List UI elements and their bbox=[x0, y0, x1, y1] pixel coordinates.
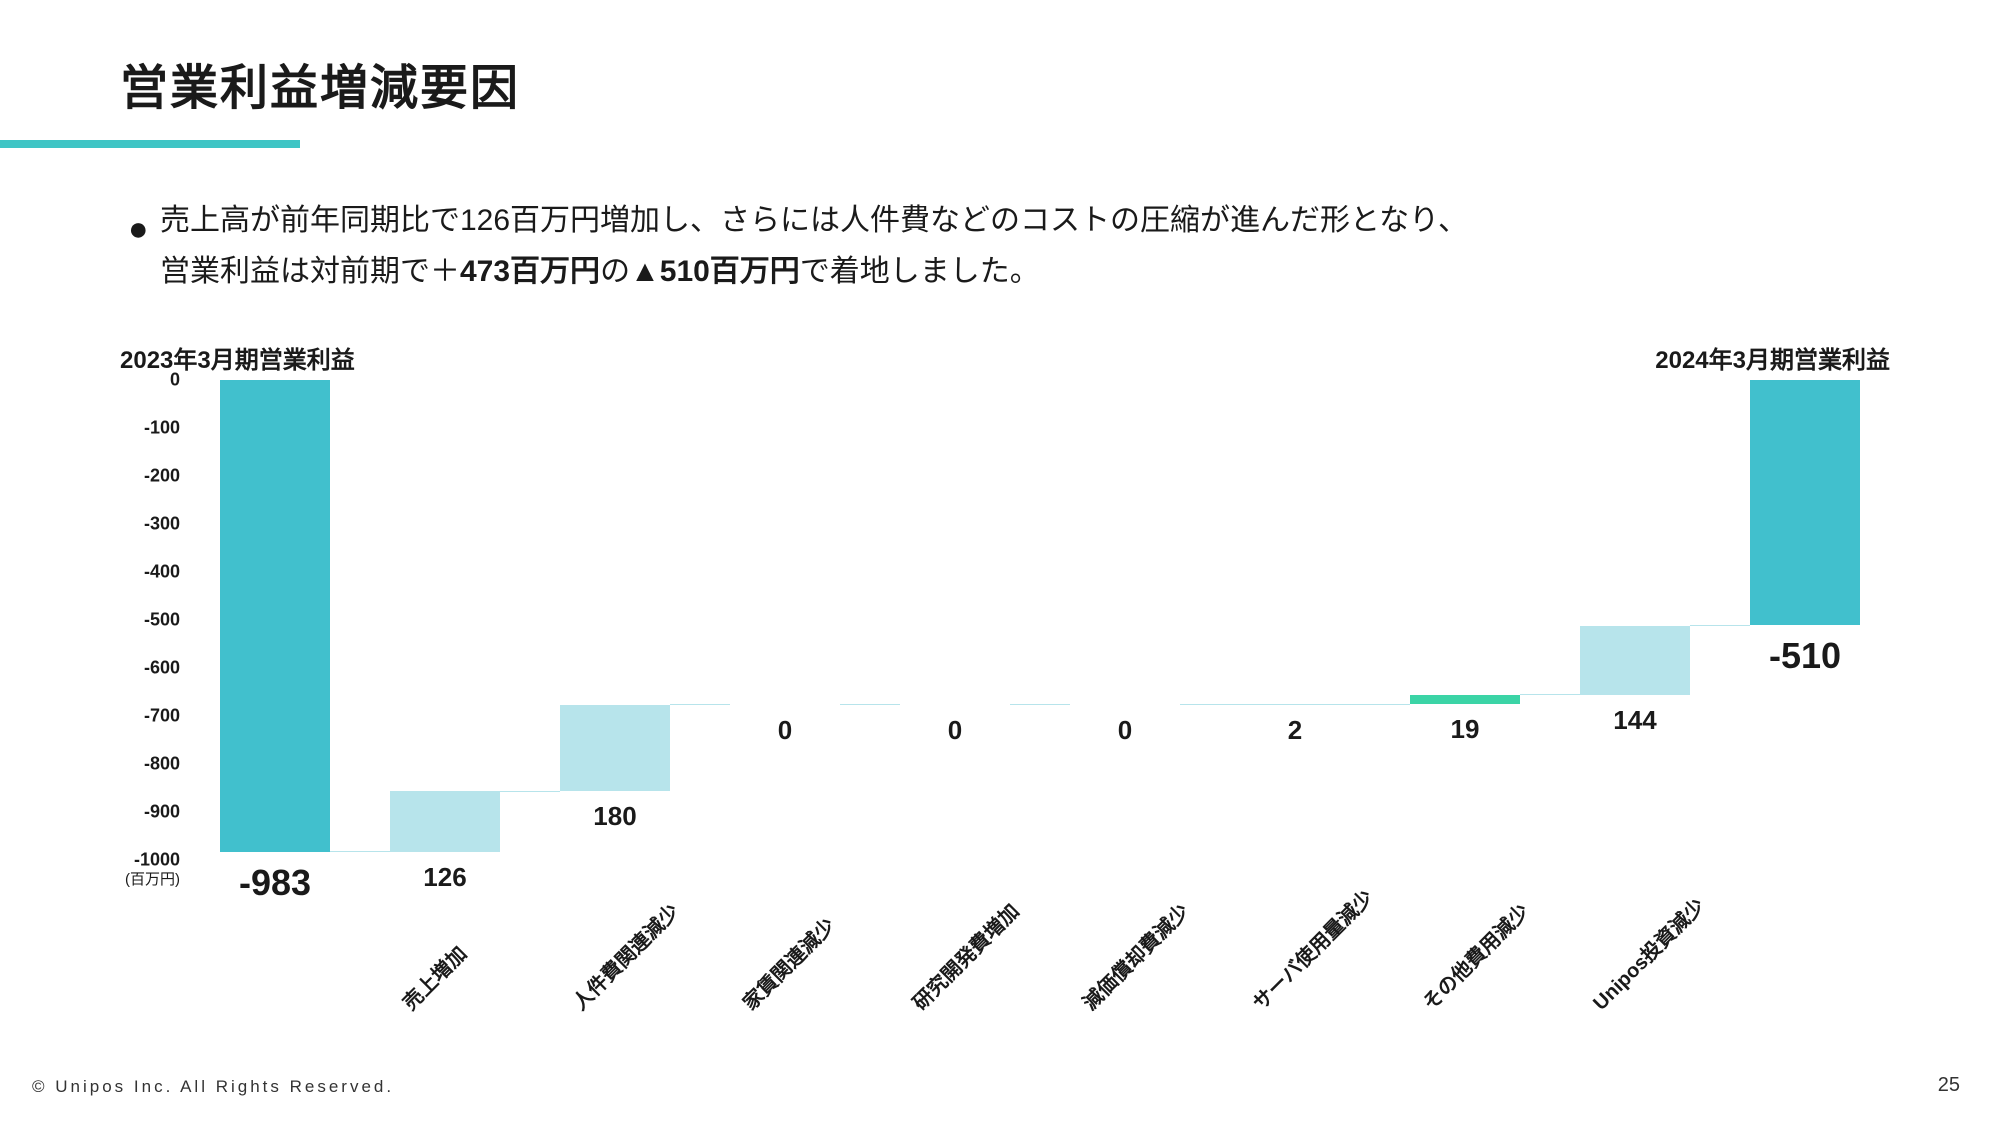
y-tick: -700 bbox=[100, 706, 180, 727]
y-tick: -500 bbox=[100, 610, 180, 631]
bar-value: 126 bbox=[423, 862, 466, 893]
bar-value: -983 bbox=[239, 862, 311, 904]
body-text: ● 売上高が前年同期比で126百万円増加し、さらには人件費などのコストの圧縮が進… bbox=[160, 195, 1880, 297]
waterfall-bar bbox=[390, 791, 501, 851]
end-period-label: 2024年3月期営業利益 bbox=[1655, 340, 1890, 375]
connector-line bbox=[1690, 625, 1750, 626]
waterfall-bar bbox=[1240, 704, 1351, 705]
y-tick: -200 bbox=[100, 466, 180, 487]
y-tick: -100 bbox=[100, 418, 180, 439]
slide-title: 営業利益増減要因 bbox=[120, 48, 520, 118]
category-label: 減価償却費減少 bbox=[1075, 896, 1195, 1016]
bar-value: 0 bbox=[1118, 715, 1132, 746]
category-label: 売上増加 bbox=[395, 938, 472, 1015]
y-tick: -400 bbox=[100, 562, 180, 583]
bar-value: 180 bbox=[593, 801, 636, 832]
y-tick: -800 bbox=[100, 754, 180, 775]
waterfall-chart: 2023年3月期営業利益 2024年3月期営業利益 0-100-200-300-… bbox=[100, 330, 1910, 1030]
bar-value: 2 bbox=[1288, 715, 1302, 746]
waterfall-bar bbox=[1750, 380, 1861, 625]
copyright: © Unipos Inc. All Rights Reserved. bbox=[32, 1077, 394, 1097]
category-label: Unipos投資減少 bbox=[1585, 891, 1710, 1016]
slide: 営業利益増減要因 ● 売上高が前年同期比で126百万円増加し、さらには人件費など… bbox=[0, 0, 2000, 1125]
body-line2-post: で着地しました。 bbox=[800, 255, 1040, 288]
bar-value: 0 bbox=[778, 715, 792, 746]
connector-line bbox=[1350, 704, 1410, 705]
category-label: 家賃関連減少 bbox=[735, 910, 840, 1015]
bar-value: 0 bbox=[948, 715, 962, 746]
connector-line bbox=[330, 851, 390, 852]
waterfall-bar bbox=[1410, 695, 1521, 704]
connector-line bbox=[840, 704, 900, 705]
connector-line bbox=[1520, 694, 1580, 695]
body-line1: 売上高が前年同期比で126百万円増加し、さらには人件費などのコストの圧縮が進んだ… bbox=[160, 204, 1468, 237]
waterfall-bar bbox=[560, 705, 671, 791]
waterfall-bar bbox=[220, 380, 331, 852]
y-unit: (百万円) bbox=[100, 868, 180, 889]
bar-value: 144 bbox=[1613, 705, 1656, 736]
body-mid: の bbox=[600, 255, 630, 288]
category-label: 研究開発費増加 bbox=[905, 896, 1025, 1016]
connector-line bbox=[1010, 704, 1070, 705]
bar-value: 19 bbox=[1451, 714, 1480, 745]
y-tick: -300 bbox=[100, 514, 180, 535]
connector-line bbox=[500, 791, 560, 792]
waterfall-bar bbox=[1580, 626, 1691, 695]
y-tick: -900 bbox=[100, 802, 180, 823]
connector-line bbox=[670, 704, 730, 705]
y-tick: 0 bbox=[100, 370, 180, 391]
connector-line bbox=[1180, 704, 1240, 705]
body-line2-pre: 営業利益は対前期で＋ bbox=[160, 255, 460, 288]
title-accent bbox=[0, 140, 300, 148]
page-number: 25 bbox=[1938, 1074, 1960, 1097]
y-tick: -600 bbox=[100, 658, 180, 679]
body-bold2: ▲510百万円 bbox=[630, 255, 800, 288]
plot-area: 0-100-200-300-400-500-600-700-800-900-10… bbox=[190, 380, 1890, 860]
body-bold1: 473百万円 bbox=[460, 255, 600, 288]
category-label: 人件費関連減少 bbox=[565, 896, 685, 1016]
bullet-icon: ● bbox=[128, 201, 149, 259]
category-label: サーバ使用量減少 bbox=[1245, 882, 1379, 1016]
bar-value: -510 bbox=[1769, 635, 1841, 677]
category-label: その他費用減少 bbox=[1415, 896, 1535, 1016]
